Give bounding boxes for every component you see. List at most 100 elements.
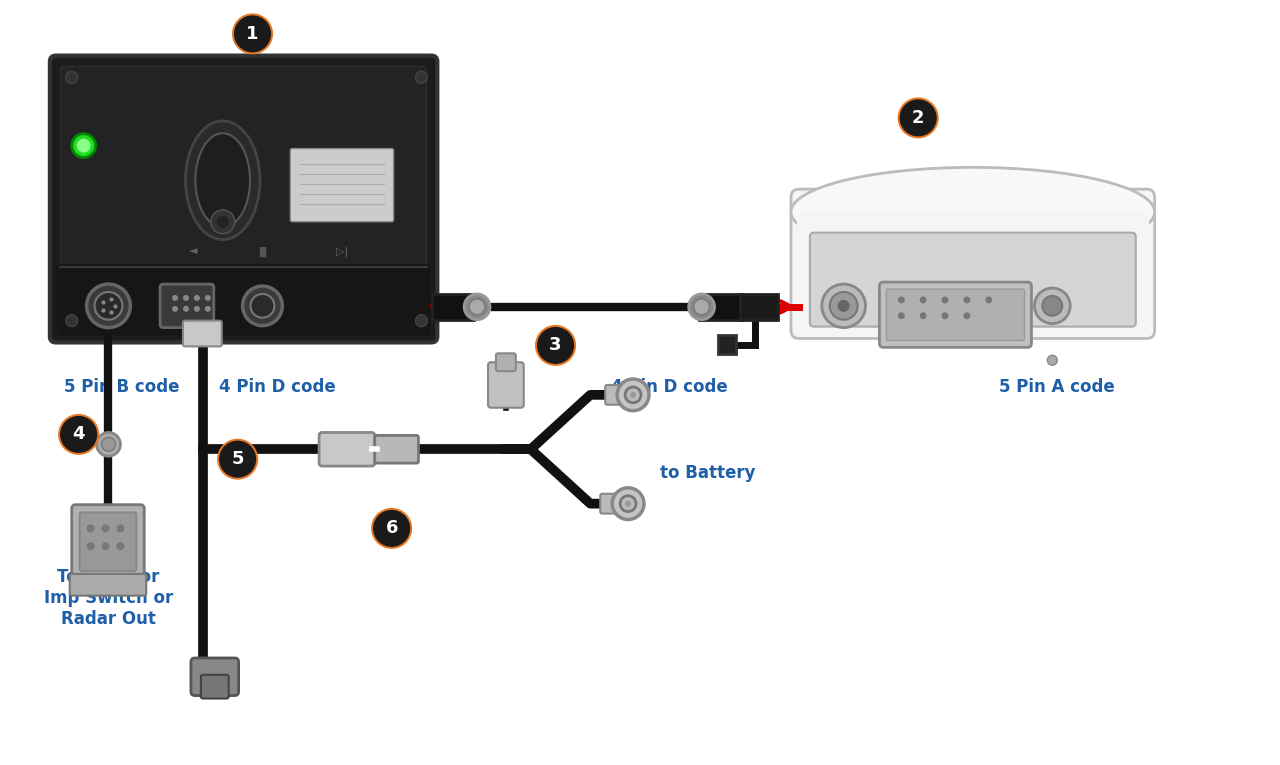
FancyBboxPatch shape (79, 513, 136, 571)
FancyBboxPatch shape (191, 658, 238, 695)
Circle shape (694, 299, 709, 314)
Circle shape (211, 210, 234, 233)
Circle shape (620, 496, 636, 512)
Circle shape (216, 216, 229, 228)
Circle shape (65, 314, 78, 327)
FancyBboxPatch shape (69, 574, 146, 596)
FancyBboxPatch shape (183, 321, 221, 347)
Text: ▷|: ▷| (335, 246, 348, 257)
Text: 4: 4 (73, 425, 84, 444)
Circle shape (612, 488, 644, 519)
FancyBboxPatch shape (886, 289, 1024, 340)
FancyBboxPatch shape (699, 294, 742, 320)
Circle shape (625, 387, 641, 403)
Circle shape (837, 300, 850, 312)
Circle shape (87, 525, 95, 532)
FancyBboxPatch shape (488, 362, 524, 408)
FancyBboxPatch shape (810, 233, 1135, 327)
Circle shape (538, 327, 573, 363)
Circle shape (617, 379, 649, 411)
FancyBboxPatch shape (797, 212, 1148, 262)
Text: 3: 3 (549, 337, 562, 354)
Circle shape (1047, 355, 1057, 365)
Text: 1: 1 (246, 24, 259, 43)
Circle shape (899, 98, 938, 138)
Circle shape (897, 312, 905, 319)
FancyBboxPatch shape (201, 675, 229, 698)
Ellipse shape (196, 133, 250, 227)
Text: 5: 5 (232, 450, 244, 468)
Circle shape (195, 295, 200, 301)
Circle shape (416, 71, 428, 83)
Circle shape (116, 525, 124, 532)
FancyBboxPatch shape (600, 493, 625, 513)
FancyBboxPatch shape (879, 282, 1032, 347)
FancyBboxPatch shape (50, 56, 438, 343)
Circle shape (251, 294, 274, 317)
Circle shape (101, 525, 110, 532)
Text: 4 Pin D code: 4 Pin D code (219, 378, 335, 396)
Circle shape (77, 138, 91, 152)
Ellipse shape (186, 121, 260, 239)
Circle shape (942, 297, 948, 304)
Circle shape (964, 297, 970, 304)
Circle shape (465, 294, 490, 320)
FancyBboxPatch shape (56, 264, 430, 336)
FancyBboxPatch shape (72, 505, 145, 590)
FancyBboxPatch shape (495, 353, 516, 371)
FancyBboxPatch shape (718, 334, 736, 354)
Circle shape (897, 297, 905, 304)
Circle shape (416, 314, 428, 327)
Circle shape (374, 510, 410, 546)
Circle shape (183, 295, 189, 301)
FancyBboxPatch shape (60, 67, 426, 331)
Circle shape (101, 438, 115, 451)
Circle shape (468, 299, 485, 314)
Circle shape (172, 295, 178, 301)
Circle shape (87, 284, 131, 327)
Circle shape (87, 542, 95, 550)
Circle shape (172, 306, 178, 312)
Circle shape (65, 71, 78, 83)
Circle shape (96, 432, 120, 456)
Circle shape (195, 306, 200, 312)
Text: 4 Pin D code: 4 Pin D code (612, 378, 728, 396)
Circle shape (218, 439, 257, 479)
Circle shape (1034, 288, 1070, 324)
Circle shape (919, 312, 927, 319)
FancyBboxPatch shape (433, 294, 474, 320)
FancyBboxPatch shape (375, 435, 419, 463)
Circle shape (233, 14, 273, 54)
Text: 5 Pin B code: 5 Pin B code (64, 378, 179, 396)
FancyBboxPatch shape (160, 284, 214, 327)
Circle shape (234, 16, 270, 52)
Circle shape (919, 297, 927, 304)
Circle shape (689, 294, 714, 320)
Circle shape (95, 292, 123, 320)
Text: To TUVR or
Imp Switch or
Radar Out: To TUVR or Imp Switch or Radar Out (44, 568, 173, 627)
Circle shape (625, 501, 631, 506)
FancyBboxPatch shape (791, 189, 1155, 338)
Text: 6: 6 (385, 519, 398, 537)
Circle shape (183, 306, 189, 312)
Circle shape (822, 284, 865, 327)
Circle shape (964, 312, 970, 319)
Text: 2: 2 (911, 109, 924, 127)
Circle shape (1042, 296, 1062, 316)
Circle shape (829, 292, 858, 320)
Circle shape (72, 134, 96, 158)
Circle shape (900, 100, 936, 135)
Text: ▐▌: ▐▌ (255, 246, 270, 256)
Text: to Battery: to Battery (660, 464, 755, 482)
Circle shape (220, 441, 256, 477)
Circle shape (205, 306, 211, 312)
Text: 5 Pin A code: 5 Pin A code (1000, 378, 1115, 396)
FancyBboxPatch shape (740, 294, 778, 320)
FancyBboxPatch shape (319, 432, 375, 466)
Circle shape (243, 286, 283, 326)
Circle shape (942, 312, 948, 319)
Circle shape (116, 542, 124, 550)
Ellipse shape (791, 168, 1155, 256)
Text: ◄: ◄ (188, 246, 197, 256)
FancyBboxPatch shape (291, 148, 394, 222)
